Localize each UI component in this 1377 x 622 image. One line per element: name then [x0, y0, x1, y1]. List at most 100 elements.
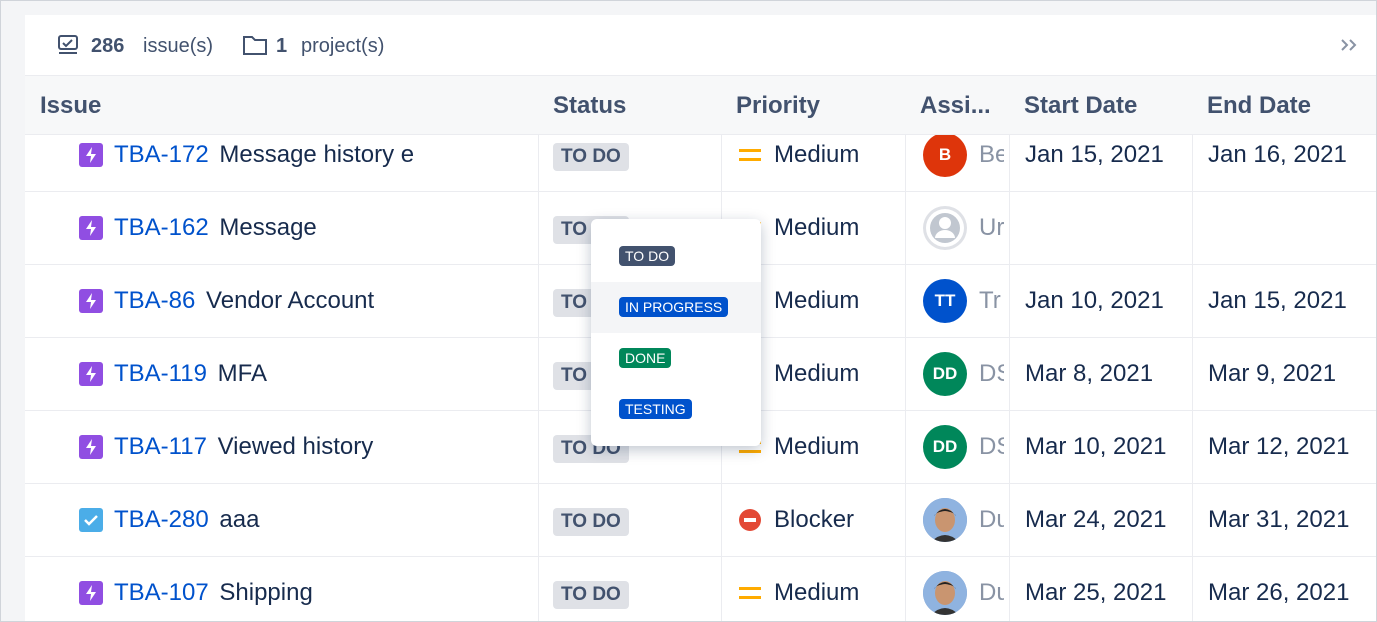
issue-summary: Vendor Account — [206, 286, 375, 314]
assignee-name: DS — [979, 359, 1004, 387]
column-header: Start Date — [1024, 92, 1138, 119]
table-row — [25, 483, 1376, 557]
assignee-name: Tr — [979, 286, 1001, 314]
issue-key-link[interactable]: TBA-172 — [114, 140, 209, 168]
status-option[interactable]: TESTING — [591, 384, 761, 435]
issue-type-icon — [79, 507, 103, 532]
column-header: Issue — [40, 92, 102, 119]
avatar-initials: DD — [932, 436, 958, 456]
table-row — [25, 410, 1376, 484]
column-divider — [1192, 75, 1193, 621]
column-divider — [1009, 75, 1010, 621]
issue-key-link[interactable]: TBA-119 — [114, 359, 207, 387]
issues-label: issue(s) — [143, 35, 214, 57]
issue-summary: Shipping — [219, 578, 313, 606]
projects-label: project(s) — [301, 35, 385, 57]
priority-icon — [739, 144, 761, 166]
project-icon — [243, 36, 267, 55]
priority-label: Medium — [774, 140, 860, 168]
assignee-name: Be — [979, 140, 1004, 168]
column-header: Assi... — [920, 92, 991, 119]
priority-label: Blocker — [774, 505, 855, 533]
status-option-lozenge: TESTING — [619, 399, 692, 419]
avatar-initials: B — [938, 144, 952, 164]
end-date: Mar 12, 2021 — [1208, 432, 1350, 460]
column-divider — [905, 75, 906, 621]
status-lozenge[interactable]: TO DO — [553, 507, 629, 536]
issues-icon — [58, 35, 78, 54]
issue-type-icon — [79, 434, 103, 459]
status-option[interactable]: TO DO — [591, 231, 761, 282]
assignee-name: DS — [979, 432, 1004, 460]
issue-cell: TBA-162 Message — [114, 214, 317, 242]
avatar: TT — [923, 278, 967, 323]
column-divider — [538, 75, 539, 621]
header-row — [25, 75, 1376, 135]
avatar — [923, 570, 967, 615]
start-date: Mar 25, 2021 — [1025, 578, 1167, 606]
status-option-lozenge: DONE — [619, 348, 672, 368]
avatar-initials: TT — [934, 290, 956, 310]
issue-type-icon — [79, 580, 103, 605]
status-option[interactable]: IN PROGRESS — [591, 282, 761, 333]
issue-cell: TBA-172 Message history e — [114, 141, 414, 169]
avatar: DD — [923, 424, 967, 469]
end-date: Mar 31, 2021 — [1208, 505, 1350, 533]
issue-key-link[interactable]: TBA-86 — [114, 286, 196, 314]
issue-cell: TBA-86 Vendor Account — [114, 287, 374, 315]
start-date: Jan 15, 2021 — [1025, 140, 1164, 168]
start-date: Jan 10, 2021 — [1025, 286, 1164, 314]
avatar-initials: DD — [932, 363, 958, 383]
issue-type-icon — [79, 215, 103, 240]
issue-type-icon — [79, 288, 103, 313]
rows: TBA-172 Message history e TO DO Medium B Be J… — [25, 15, 1376, 621]
status-option-lozenge: TO DO — [619, 246, 676, 266]
issue-cell: TBA-107 Shipping — [114, 579, 313, 607]
end-date: Mar 26, 2021 — [1208, 578, 1350, 606]
issue-summary: Message — [219, 213, 317, 241]
end-date: Jan 15, 2021 — [1208, 286, 1347, 314]
assignee-name: Ur — [979, 213, 1004, 241]
issue-key-link[interactable]: TBA-117 — [114, 432, 207, 460]
expand-button[interactable] — [1339, 37, 1361, 53]
priority-label: Medium — [774, 359, 860, 387]
priority-label: Medium — [774, 286, 860, 314]
column-header: End Date — [1207, 92, 1312, 119]
avatar: B — [923, 132, 967, 177]
issue-table-card: 286 issue(s) 1 project(s) TBA-172 Messag… — [25, 15, 1376, 621]
issue-summary: Message history e — [219, 140, 415, 168]
status-option-lozenge: IN PROGRESS — [619, 297, 729, 317]
end-date: Jan 16, 2021 — [1208, 140, 1347, 168]
start-date: Mar 8, 2021 — [1025, 359, 1154, 387]
avatar — [923, 497, 967, 542]
issue-key-link[interactable]: TBA-107 — [114, 578, 209, 606]
issue-cell: TBA-280 aaa — [114, 506, 259, 534]
avatar — [923, 205, 967, 250]
end-date: Mar 9, 2021 — [1208, 359, 1337, 387]
start-date: Mar 24, 2021 — [1025, 505, 1167, 533]
issue-summary: MFA — [217, 359, 267, 387]
start-date: Mar 10, 2021 — [1025, 432, 1167, 460]
avatar: DD — [923, 351, 967, 396]
priority-label: Medium — [774, 432, 860, 460]
issue-type-icon — [79, 361, 103, 386]
status-option[interactable]: DONE — [591, 333, 761, 384]
table-row — [25, 118, 1376, 192]
issue-summary: Viewed history — [217, 432, 374, 460]
priority-icon — [739, 508, 761, 531]
issue-type-icon — [79, 142, 103, 167]
status-lozenge[interactable]: TO DO — [553, 142, 629, 171]
issue-cell: TBA-119 MFA — [114, 360, 267, 388]
issue-key-link[interactable]: TBA-280 — [114, 505, 209, 533]
issue-key-link[interactable]: TBA-162 — [114, 213, 209, 241]
issue-summary: aaa — [219, 505, 260, 533]
issues-count: 286 — [91, 35, 125, 57]
issue-cell: TBA-117 Viewed history — [114, 433, 373, 461]
priority-label: Medium — [774, 578, 860, 606]
column-header: Priority — [736, 92, 821, 119]
column-header: Status — [553, 92, 627, 119]
status-lozenge[interactable]: TO DO — [553, 580, 629, 609]
priority-label: Medium — [774, 213, 860, 241]
projects-count: 1 — [276, 35, 288, 57]
